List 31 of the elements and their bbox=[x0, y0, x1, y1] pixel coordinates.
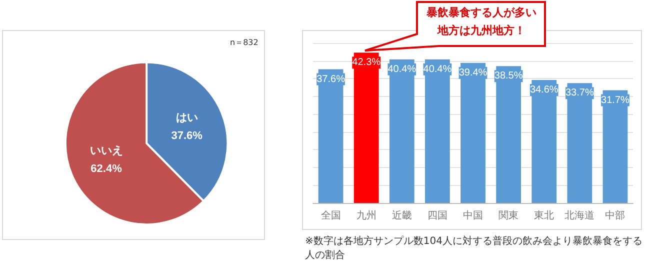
x-tick-label: 九州 bbox=[356, 210, 376, 222]
bar bbox=[389, 59, 414, 203]
x-tick-label: 四国 bbox=[427, 210, 448, 222]
data-label: 33.7% bbox=[565, 88, 594, 99]
data-label: 62.4% bbox=[90, 162, 122, 175]
data-label: 37.6% bbox=[171, 130, 203, 142]
bar bbox=[496, 66, 521, 203]
x-tick-label: 中国 bbox=[463, 210, 483, 222]
bar bbox=[425, 59, 450, 203]
x-tick-label: 東北 bbox=[534, 210, 554, 222]
bar bbox=[354, 52, 379, 203]
data-label: 38.5% bbox=[494, 70, 523, 82]
data-label: 42.3% bbox=[352, 57, 381, 68]
x-tick-label: 近畿 bbox=[392, 210, 412, 222]
bar bbox=[567, 83, 592, 203]
data-label: 39.4% bbox=[458, 67, 488, 78]
x-tick-label: 中部 bbox=[605, 210, 626, 222]
text: n＝832 bbox=[230, 37, 258, 48]
x-tick-label: 関東 bbox=[498, 210, 519, 222]
x-tick-label: 全国 bbox=[320, 210, 341, 222]
bar bbox=[532, 80, 557, 203]
x-tick-label: 北海道 bbox=[564, 210, 595, 222]
data-label: 31.7% bbox=[601, 94, 630, 106]
bar bbox=[460, 62, 486, 203]
text: ※数字は各地方サンプル数104人に対する普段の飲み会より暴飲暴食をする人の割合 bbox=[305, 234, 644, 261]
data-label: 40.4% bbox=[423, 64, 452, 75]
data-label: 40.4% bbox=[388, 64, 416, 75]
slice-label: いいえ bbox=[90, 144, 123, 157]
slice-label: はい bbox=[176, 112, 198, 124]
data-label: 34.6% bbox=[530, 84, 558, 96]
data-label: 37.6% bbox=[316, 74, 346, 85]
